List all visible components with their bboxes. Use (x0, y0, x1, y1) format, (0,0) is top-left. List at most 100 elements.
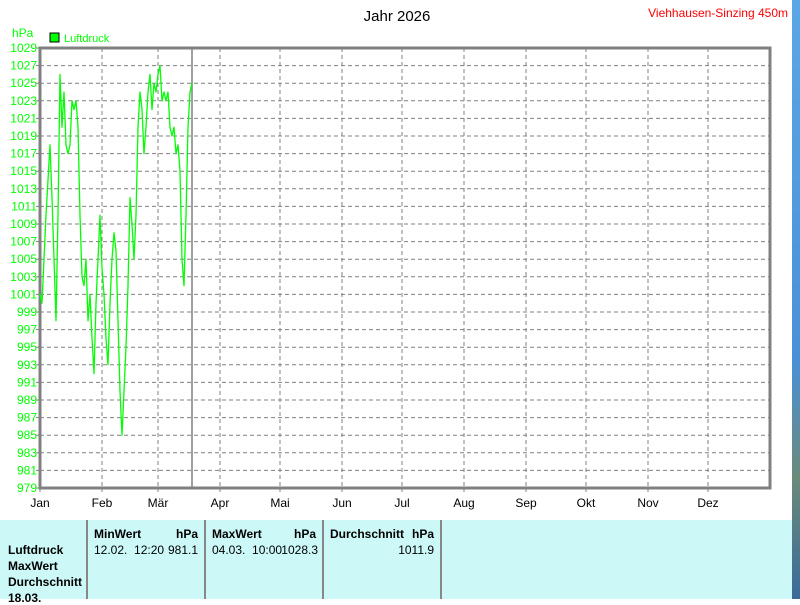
data-point (159, 65, 161, 67)
y-tick-label: 1023 (10, 94, 37, 108)
data-point (127, 285, 129, 287)
data-point (133, 258, 135, 260)
y-tick-label: 983 (17, 446, 37, 460)
data-point (99, 214, 101, 216)
data-point (119, 390, 121, 392)
data-point (63, 91, 65, 93)
stats-table: Luftdruck MaxWert Durchschnitt 18.03. Mi… (0, 520, 792, 605)
data-point (113, 232, 115, 234)
data-point (135, 214, 137, 216)
data-point (125, 346, 127, 348)
x-tick-label: Nov (637, 496, 658, 510)
row-label: MaxWert (8, 559, 58, 573)
data-point (79, 214, 81, 216)
data-point (177, 144, 179, 146)
max-unit: hPa (293, 527, 316, 541)
data-point (87, 320, 89, 322)
data-point (93, 373, 95, 375)
y-tick-label: 1001 (10, 287, 37, 301)
x-tick-label: Dez (697, 496, 718, 510)
y-tick-label: 1027 (10, 59, 37, 73)
data-point (129, 197, 131, 199)
legend-label: Luftdruck (64, 33, 110, 45)
data-point (187, 126, 189, 128)
data-point (141, 109, 143, 111)
x-tick-label: Feb (92, 496, 113, 510)
max-column: MaxWert hPa 04.03. 10:00 1028.3 (206, 520, 324, 599)
y-tick-label: 997 (17, 323, 37, 337)
x-tick-label: Jan (30, 496, 49, 510)
background-image-edge (792, 0, 800, 599)
y-tick-label: 987 (17, 411, 37, 425)
data-point (117, 320, 119, 322)
data-point (75, 100, 77, 102)
y-tick-label: 1015 (10, 164, 37, 178)
chart-title: Jahr 2026 (364, 8, 431, 25)
data-point (153, 82, 155, 84)
data-point (191, 82, 193, 84)
data-point (189, 91, 191, 93)
min-header: MinWert (94, 527, 142, 541)
data-point (81, 276, 83, 278)
data-point (149, 73, 151, 75)
data-point (41, 302, 43, 304)
data-point (51, 197, 53, 199)
pressure-chart: Jahr 2026 Viehhausen-Sinzing 450m hPa Lu… (10, 6, 788, 510)
x-tick-label: Jul (394, 496, 409, 510)
data-point (179, 170, 181, 172)
y-tick-label: 1011 (11, 199, 37, 213)
data-point (183, 285, 185, 287)
data-point (59, 73, 61, 75)
y-tick-label: 1017 (10, 147, 37, 161)
min-value: 981.1 (167, 543, 198, 557)
y-axis-unit: hPa (12, 26, 34, 40)
data-point (55, 320, 57, 322)
y-tick-label: 995 (17, 340, 37, 354)
data-point (43, 258, 45, 260)
data-point (169, 126, 171, 128)
data-point (67, 153, 69, 155)
data-point (147, 91, 149, 93)
legend-swatch (49, 32, 60, 43)
data-point (91, 337, 93, 339)
data-point (165, 100, 167, 102)
station-label: Viehhausen-Sinzing 450m (648, 6, 788, 20)
data-point (109, 302, 111, 304)
y-tick-label: 989 (17, 393, 37, 407)
data-point (185, 214, 187, 216)
data-point (97, 258, 99, 260)
data-point (73, 109, 75, 111)
data-point (49, 144, 51, 146)
data-point (151, 109, 153, 111)
data-point (65, 144, 67, 146)
y-tick-label: 1025 (10, 76, 37, 90)
data-point (167, 91, 169, 93)
data-point (111, 258, 113, 260)
data-point (45, 214, 47, 216)
data-point (137, 126, 139, 128)
data-point (83, 285, 85, 287)
x-tick-label: Mär (148, 496, 169, 510)
data-point (57, 214, 59, 216)
x-tick-label: Apr (211, 496, 230, 510)
y-tick-label: 1021 (10, 111, 37, 125)
data-point (71, 100, 73, 102)
data-point (131, 223, 133, 225)
min-unit: hPa (175, 527, 198, 541)
y-tick-label: 993 (17, 358, 37, 372)
y-tick-label: 999 (17, 305, 37, 319)
avg-header: Durchschnitt (330, 527, 405, 541)
x-tick-label: Okt (577, 496, 596, 510)
min-datetime: 12.02. 12:20 (94, 543, 165, 557)
min-column: MinWert hPa 12.02. 12:20 981.1 (88, 520, 206, 599)
y-tick-label: 1029 (10, 41, 37, 55)
data-point (181, 258, 183, 260)
data-point (139, 91, 141, 93)
data-point (47, 179, 49, 181)
data-point (77, 126, 79, 128)
y-tick-label: 1009 (10, 217, 37, 231)
y-tick-label: 991 (17, 375, 37, 389)
data-point (173, 126, 175, 128)
data-point (53, 258, 55, 260)
data-point (61, 126, 63, 128)
